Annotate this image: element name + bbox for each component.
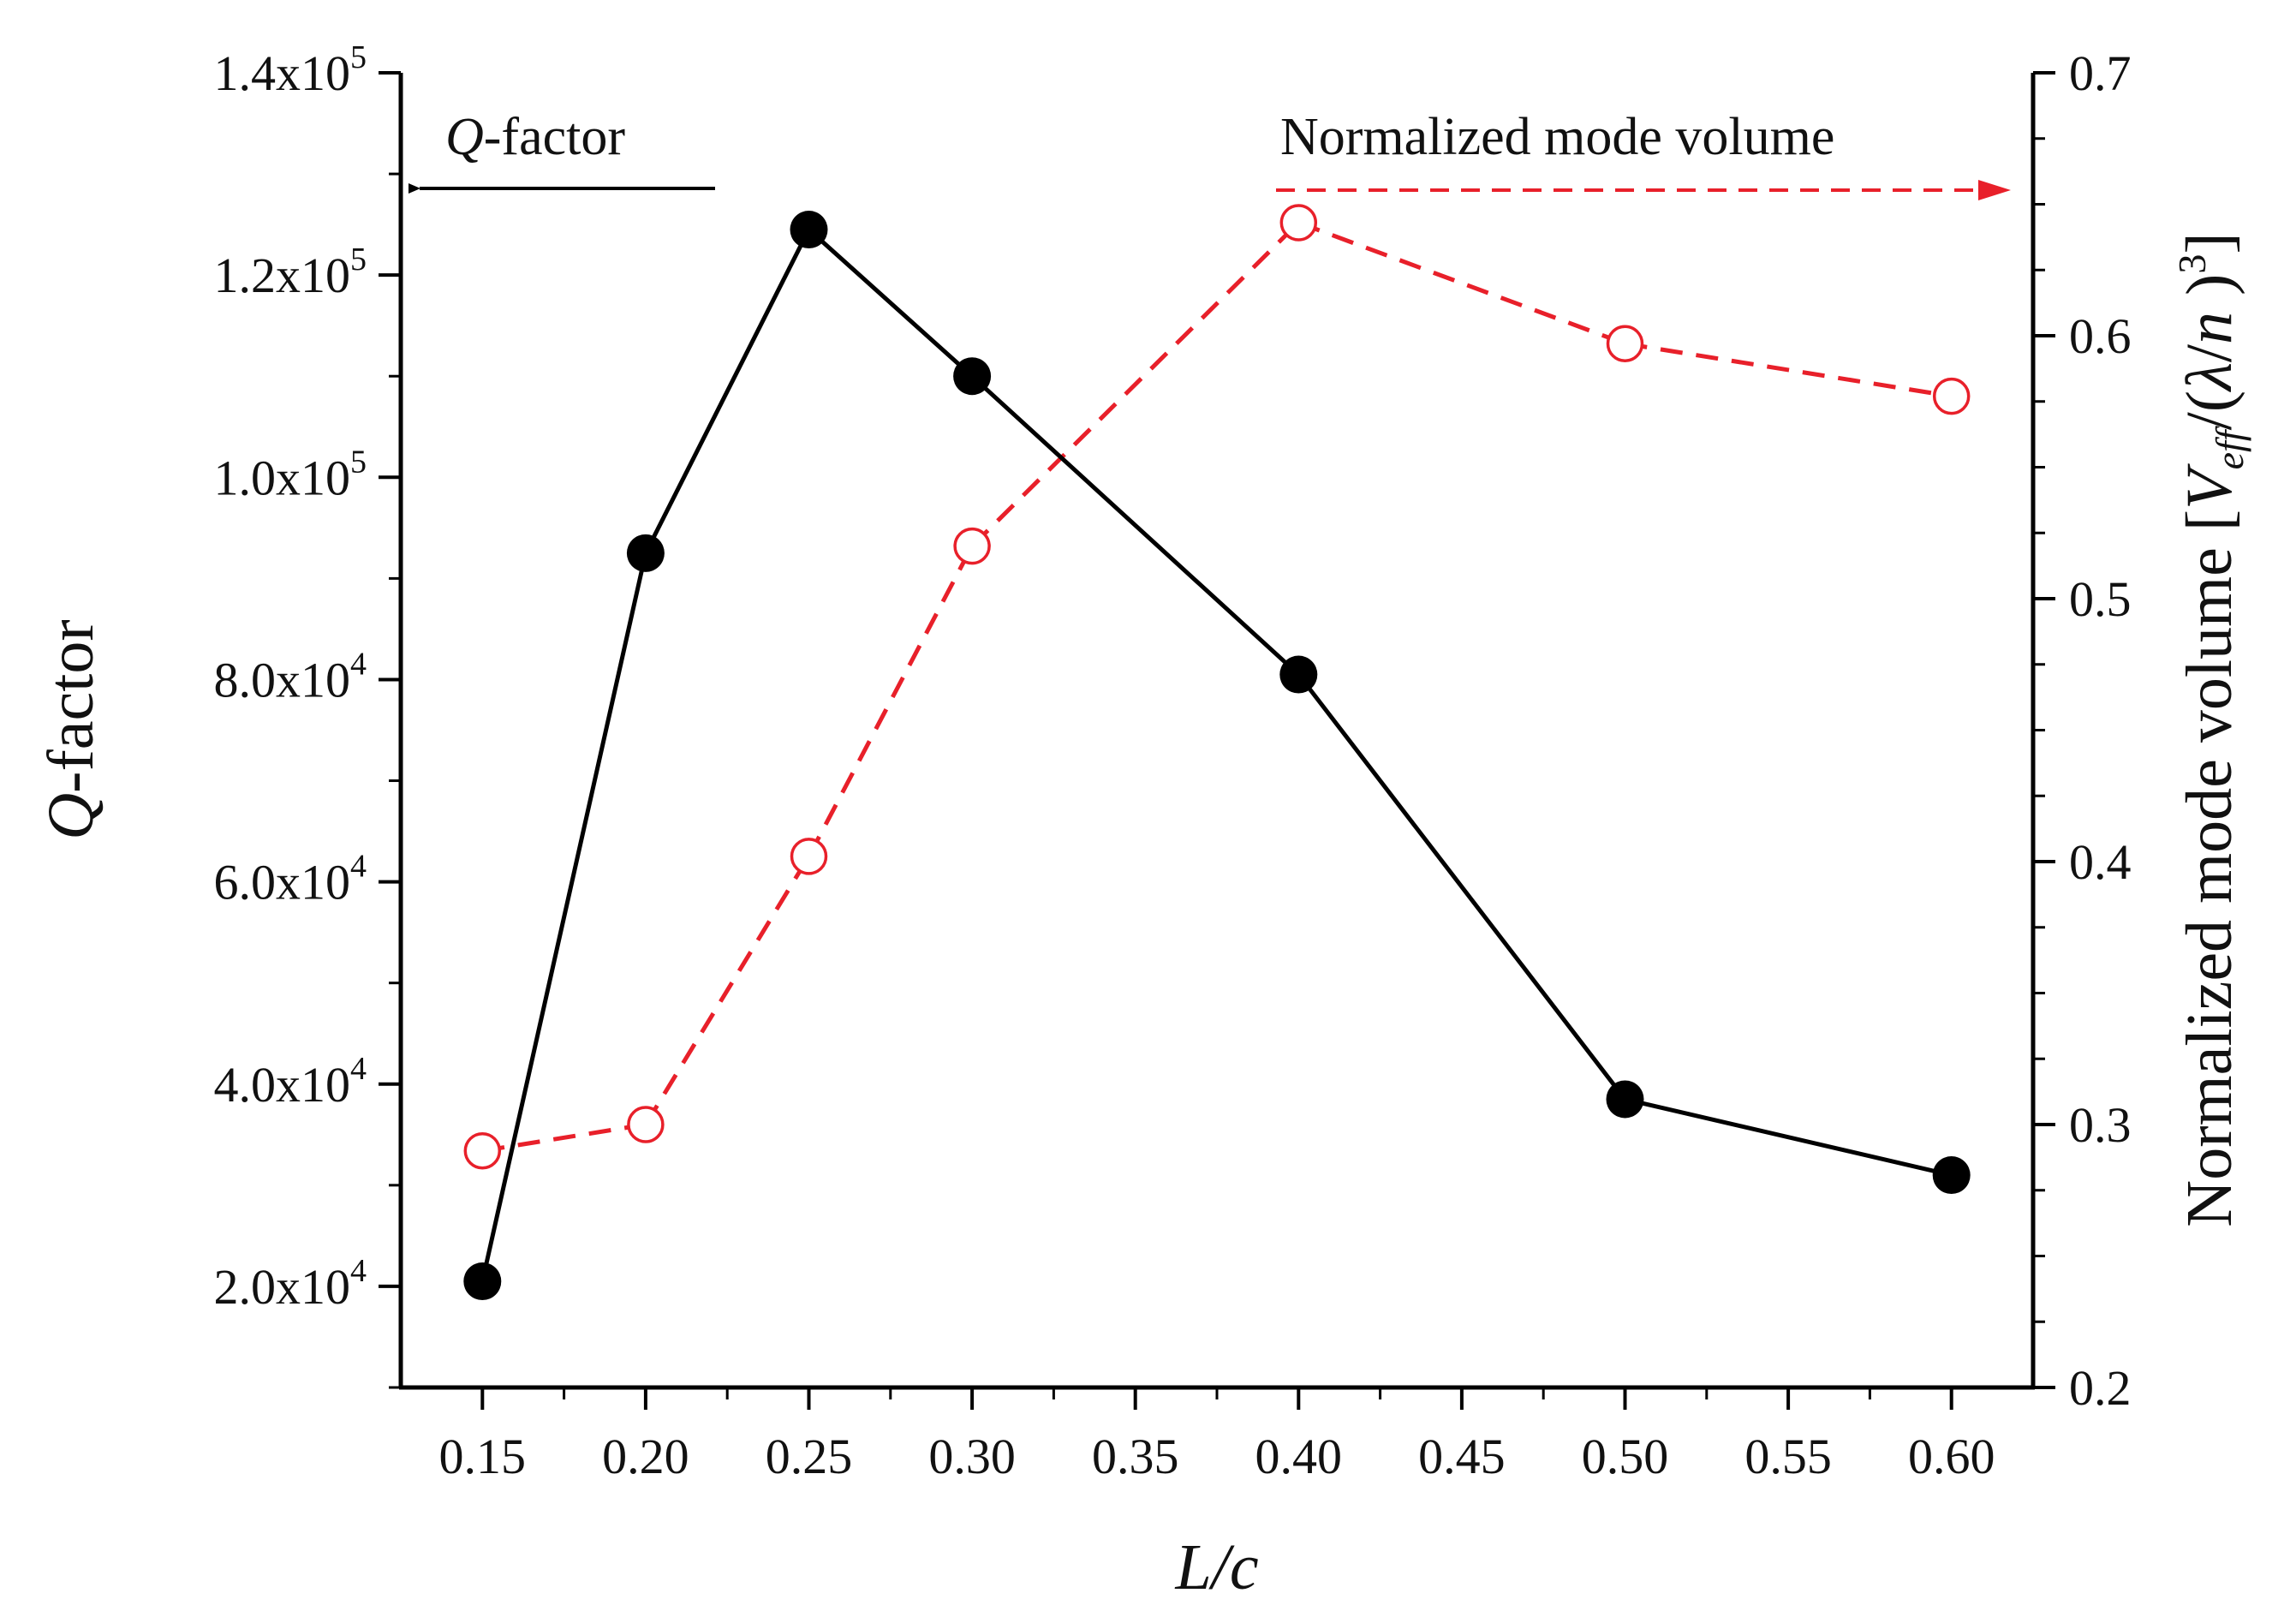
tick-mantissa: 2.0x10 <box>214 1259 351 1315</box>
x-tick-label: 0.40 <box>1255 1429 1343 1484</box>
series-line-segment <box>481 1122 647 1154</box>
x-tick-label: 0.30 <box>928 1429 1016 1484</box>
tick-mantissa: 4.0x10 <box>214 1057 351 1113</box>
right-y-tick-label: 0.7 <box>2069 45 2132 101</box>
series-line-segment <box>807 545 975 858</box>
series-line-segment <box>480 552 648 1282</box>
x-tick-label: 0.15 <box>439 1429 527 1484</box>
q-factor-point <box>1606 1080 1644 1119</box>
series-line-segment <box>643 228 811 554</box>
mode-volume-point <box>790 838 828 875</box>
tick-mantissa: 8.0x10 <box>214 652 351 707</box>
rt-n: n <box>2174 312 2245 344</box>
series-line-segment <box>807 228 974 379</box>
series-line-segment <box>970 221 1301 548</box>
mode-volume-point <box>1279 204 1318 242</box>
left-axis-title-q: Q <box>35 793 107 840</box>
rt-close-paren: ) <box>2174 274 2245 312</box>
left-y-tick-label: 6.0x104 <box>214 849 367 910</box>
series-line-segment <box>1624 1097 1953 1178</box>
mode-volume-point <box>463 1131 502 1170</box>
right-y-tick-label: 0.4 <box>2069 834 2132 890</box>
rt-sup: 3 <box>2170 254 2214 274</box>
q-letter: Q <box>445 108 484 166</box>
x-axis-title: L/c <box>1174 1531 1258 1603</box>
tick-exponent: 4 <box>350 849 367 885</box>
factor-text: -factor <box>484 108 626 166</box>
mode-volume-point <box>1606 325 1644 362</box>
series-layer <box>463 204 1971 1301</box>
tick-exponent: 5 <box>350 444 367 480</box>
left-axis-title-text: Q-factor <box>35 619 107 839</box>
x-tick-label: 0.45 <box>1418 1429 1506 1484</box>
rt-v: V <box>2174 463 2245 510</box>
rt-close-bracket: ] <box>2174 232 2245 254</box>
mode-volume-point <box>627 1106 665 1143</box>
tick-mantissa: 1.2x10 <box>214 248 351 303</box>
q-factor-point <box>1279 655 1318 694</box>
right-y-tick-label: 0.6 <box>2069 308 2132 364</box>
left-y-tick-label: 1.4x105 <box>214 39 367 101</box>
tick-exponent: 4 <box>350 1051 367 1087</box>
right-y-tick-label: 0.2 <box>2069 1360 2132 1416</box>
q-factor-point <box>1932 1156 1971 1195</box>
left-y-tick-label: 1.2x105 <box>214 242 367 303</box>
left-axis-title: Q-factor <box>35 619 107 839</box>
q-factor-series <box>463 211 1971 1301</box>
rt-prefix: Normalized mode volume [ <box>2174 510 2245 1227</box>
series-line-segment <box>1625 341 1953 399</box>
q-factor-arrow-label: Q-factor <box>445 108 625 166</box>
tick-exponent: 4 <box>350 1253 367 1289</box>
mode-volume-point <box>953 527 991 565</box>
series-line-segment <box>1297 220 1626 346</box>
q-factor-annotation: Q-factor <box>409 108 715 194</box>
x-axis-ticks: 0.15 0.20 0.25 0.30 0.35 0.40 0.45 0.50 0.55 0.60 <box>439 1387 1995 1484</box>
x-tick-label: 0.35 <box>1092 1429 1179 1484</box>
mode-volume-arrow-label: Normalized mode volume <box>1280 108 1834 166</box>
left-y-tick-label: 1.0x105 <box>214 444 367 505</box>
right-axis-title: Normalized mode volume [Veff/(λ/n )3] <box>2170 232 2251 1226</box>
x-tick-label: 0.20 <box>602 1429 689 1484</box>
left-axis-ticks: 2.0x1044.0x1046.0x1048.0x1041.0x1051.2x1… <box>214 39 401 1389</box>
series-line-segment <box>1297 673 1627 1101</box>
x-tick-label: 0.25 <box>766 1429 853 1484</box>
right-axis-title-text: Normalized mode volume [Veff/(λ/n )3] <box>2170 232 2251 1226</box>
series-line-segment <box>643 855 811 1126</box>
x-tick-label: 0.55 <box>1744 1429 1832 1484</box>
tick-mantissa: 1.4x10 <box>214 45 351 101</box>
right-y-tick-label: 0.5 <box>2069 571 2132 627</box>
rt-sub: eff <box>2208 425 2251 469</box>
left-y-tick-label: 2.0x104 <box>214 1253 367 1315</box>
mode-volume-point <box>1932 377 1971 415</box>
rt-slash: / <box>2174 343 2245 362</box>
left-y-tick-label: 4.0x104 <box>214 1051 367 1113</box>
tick-exponent: 5 <box>350 242 367 277</box>
mode-volume-series <box>463 204 1971 1170</box>
plot-frame <box>398 73 2036 1390</box>
left-y-tick-label: 8.0x104 <box>214 646 367 707</box>
mode-volume-arrowhead <box>1978 180 2011 200</box>
tick-exponent: 4 <box>350 646 367 682</box>
tick-mantissa: 1.0x10 <box>214 450 351 505</box>
mode-volume-annotation: Normalized mode volume <box>1276 108 2011 200</box>
q-factor-point <box>953 357 992 396</box>
x-tick-label: 0.50 <box>1582 1429 1669 1484</box>
x-tick-label: 0.60 <box>1908 1429 1995 1484</box>
q-factor-point <box>790 211 828 249</box>
rt-lambda: λ <box>2174 362 2245 392</box>
series-line-segment <box>970 374 1300 677</box>
left-axis-title-rest: -factor <box>35 619 107 793</box>
right-y-tick-label: 0.3 <box>2069 1097 2132 1153</box>
rt-mid: /( <box>2174 391 2245 430</box>
tick-mantissa: 6.0x10 <box>214 855 351 910</box>
q-factor-point <box>626 534 665 572</box>
q-factor-point <box>463 1262 502 1301</box>
right-axis-ticks: 0.2 0.3 0.4 0.5 0.6 0.7 <box>2033 45 2132 1416</box>
tick-exponent: 5 <box>350 39 367 75</box>
